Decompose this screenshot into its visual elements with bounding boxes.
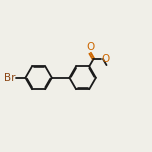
Text: Br: Br	[3, 73, 15, 83]
Text: O: O	[101, 54, 110, 64]
Text: O: O	[86, 42, 95, 52]
